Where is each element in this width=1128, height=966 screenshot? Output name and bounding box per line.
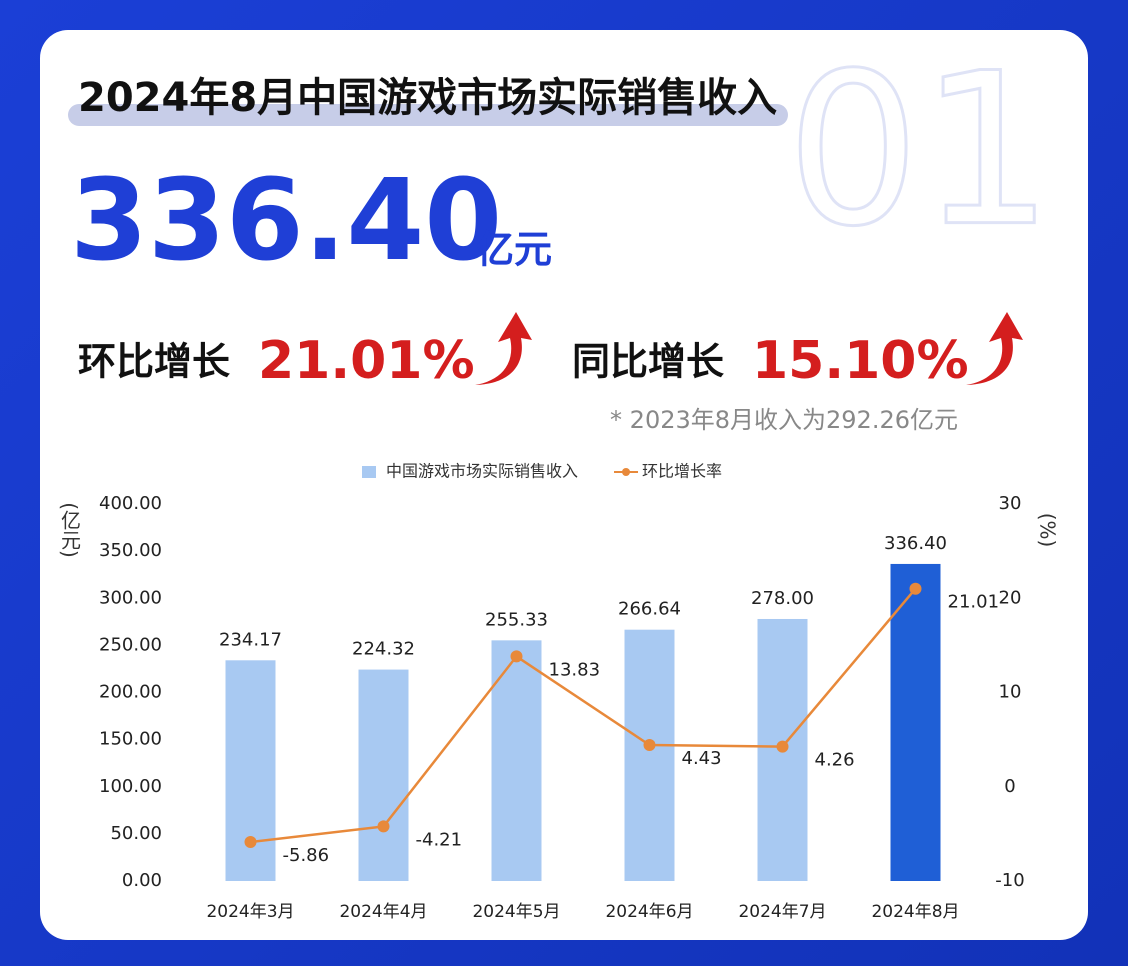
bar-value-label: 224.32 [352,639,415,660]
line-value-label: 4.26 [815,750,855,771]
line-marker [244,835,257,848]
up-arrow [475,312,532,385]
y-tick-label: 200.00 [99,682,162,703]
line-value-label: 21.01 [948,592,1000,613]
y-tick-label: 50.00 [110,823,162,844]
legend-label: 中国游戏市场实际销售收入 [386,462,578,481]
watermark: 01 [786,28,1053,273]
y-tick-label: 100.00 [99,776,162,797]
bar [358,669,409,881]
line-value-label: -5.86 [283,845,330,866]
y-tick-label: 0.00 [122,870,162,891]
y-tick-label: 300.00 [99,587,162,608]
title: 2024年8月中国游戏市场实际销售收入 [78,75,777,121]
bar-value-label: 266.64 [618,599,681,620]
yoy-label: 同比增长 [572,340,724,384]
mom-value: 21.01% [258,331,475,391]
x-tick-label: 2024年7月 [738,902,826,922]
unit: 亿元 [476,228,552,272]
bar-value-label: 278.00 [751,588,814,609]
y2-axis-label: (%) [1036,513,1060,548]
bar-value-label: 255.33 [485,609,548,630]
title-underline [68,104,788,126]
legend-swatch [622,468,631,476]
x-tick-label: 2024年5月 [472,902,560,922]
x-tick-label: 2024年6月 [605,902,693,922]
x-tick-label: 2024年4月 [339,902,427,922]
bar-value-label: 336.40 [884,533,947,554]
big-number: 336.40 [70,156,502,286]
line-marker [776,740,789,753]
line-value-label: 4.43 [682,748,722,769]
legend-swatch [362,466,376,478]
mom-label: 环比增长 [78,340,230,384]
y2-tick-label: -10 [995,870,1024,891]
bar [890,563,941,881]
x-tick-label: 2024年3月 [206,902,294,922]
yoy-value: 15.10% [752,331,969,391]
bar-value-label: 234.17 [219,629,282,650]
line-marker [377,820,390,833]
legend-label: 环比增长率 [642,462,722,481]
line-value-label: 13.83 [549,659,601,680]
line-value-label: -4.21 [416,829,463,850]
line-marker [643,738,656,751]
bar [491,640,542,881]
y-tick-label: 250.00 [99,634,162,655]
line-marker [510,650,523,663]
y-tick-label: 350.00 [99,540,162,561]
y-tick-label: 150.00 [99,729,162,750]
up-arrow [966,312,1023,385]
line [250,587,917,844]
note: * 2023年8月收入为292.26亿元 [610,406,958,434]
line-marker [909,582,922,595]
x-tick-label: 2024年8月 [871,902,959,922]
y-axis-label: (亿元) [58,502,82,558]
y-tick-label: 400.00 [99,493,162,514]
y2-tick-label: 0 [1004,776,1015,797]
y2-tick-label: 10 [999,682,1022,703]
y2-tick-label: 30 [999,493,1022,514]
bar [624,629,675,881]
y2-tick-label: 20 [999,587,1022,608]
